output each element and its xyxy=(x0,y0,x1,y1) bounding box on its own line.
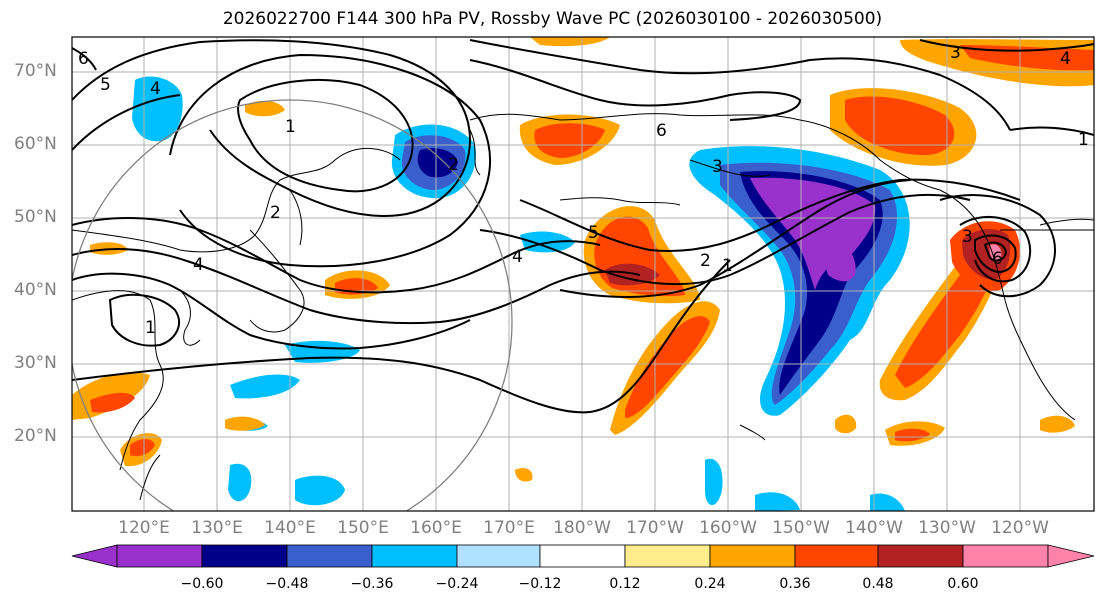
contour-label: 1 xyxy=(285,117,296,137)
lon-label: 160°E xyxy=(410,518,462,538)
contour-label: 2 xyxy=(700,251,711,271)
lat-label: 30°N xyxy=(14,353,57,373)
colorbar-segment xyxy=(201,544,288,568)
colorbar-segment xyxy=(371,544,458,568)
contour-label: 6 xyxy=(78,49,89,69)
graticule xyxy=(72,37,1094,511)
lon-label: 160°W xyxy=(699,518,757,538)
lat-label: 60°N xyxy=(14,134,57,154)
colorbar-tick-label: 0.36 xyxy=(779,576,811,592)
colorbar-tick-label: −0.36 xyxy=(350,576,394,592)
analysis-circle xyxy=(72,99,513,511)
map-frame xyxy=(71,36,1095,512)
contour-label: 5 xyxy=(100,75,111,95)
contour-label: 3 xyxy=(962,227,973,247)
lon-label: 120°W xyxy=(991,518,1049,538)
contour-label: 3 xyxy=(712,157,723,177)
lon-label: 150°E xyxy=(337,518,389,538)
contour-label: 2 xyxy=(448,155,459,175)
lat-label: 20°N xyxy=(14,426,57,446)
pv-contours xyxy=(72,39,1094,414)
colorbar-tick-label: −0.48 xyxy=(265,576,309,592)
lon-label: 170°E xyxy=(483,518,535,538)
colorbar-segment xyxy=(794,544,879,568)
colorbar-tick-label: −0.60 xyxy=(180,576,224,592)
colorbar-segment xyxy=(456,544,541,568)
colorbar-tick-label: 0.60 xyxy=(947,576,979,592)
lon-label: 120°E xyxy=(118,518,170,538)
colorbar-segment xyxy=(116,544,203,568)
contour-label: 1 xyxy=(722,256,733,276)
contour-label: 4 xyxy=(512,247,523,267)
contour-label: 5 xyxy=(588,223,599,243)
colorbar-tick-label: 0.48 xyxy=(862,576,894,592)
colorbar-segment xyxy=(877,544,964,568)
contour-label: 4 xyxy=(150,79,161,99)
contour-label: 6 xyxy=(992,249,1003,269)
colorbar-segment xyxy=(539,544,626,568)
colorbar-high-extend xyxy=(1047,544,1095,568)
colorbar-tick-label: −0.12 xyxy=(518,576,562,592)
colorbar-segment xyxy=(286,544,373,568)
lon-label: 130°W xyxy=(918,518,976,538)
colorbar-tick-label: −0.24 xyxy=(435,576,479,592)
lon-label: 130°E xyxy=(191,518,243,538)
colorbar-segment xyxy=(962,544,1049,568)
contour-label: 1 xyxy=(1078,130,1089,150)
colorbar-low-extend xyxy=(71,544,118,568)
colorbar-segment xyxy=(624,544,711,568)
contour-label: 4 xyxy=(1060,49,1071,69)
lon-label: 140°W xyxy=(845,518,903,538)
colorbar-tick-label: 0.12 xyxy=(609,576,641,592)
colorbar-tick-label: 0.24 xyxy=(694,576,726,592)
lon-label: 170°W xyxy=(626,518,684,538)
contour-label: 2 xyxy=(270,203,281,223)
lat-label: 70°N xyxy=(14,61,57,81)
lon-label: 140°E xyxy=(264,518,316,538)
positive-anomaly-shading xyxy=(72,37,1094,482)
colorbar xyxy=(71,544,1095,568)
contour-label: 3 xyxy=(950,43,961,63)
contour-label: 1 xyxy=(145,318,156,338)
lon-label: 180°W xyxy=(553,518,611,538)
lat-label: 50°N xyxy=(14,207,57,227)
contour-label: 6 xyxy=(656,121,667,141)
lat-label: 40°N xyxy=(14,280,57,300)
contour-label: 4 xyxy=(193,255,204,275)
contour-label-group: 6 5 4 1 2 4 1 2 5 4 6 2 1 3 3 4 1 3 6 xyxy=(78,43,1089,338)
colorbar-segment xyxy=(709,544,796,568)
map-title: 2026022700 F144 300 hPa PV, Rossby Wave … xyxy=(222,9,883,29)
lon-label: 150°W xyxy=(772,518,830,538)
